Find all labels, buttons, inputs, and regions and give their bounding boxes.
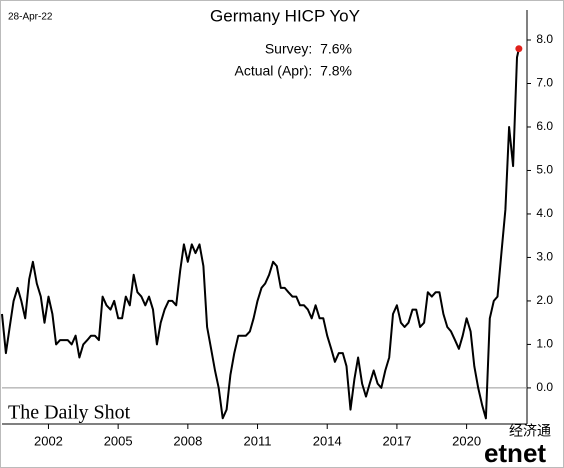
annotation-box: [208, 36, 358, 86]
last-point: [515, 45, 523, 53]
watermark: 经济通: [509, 423, 551, 439]
chart-title: Germany HICP YoY: [210, 6, 360, 25]
y-tick-label: 1.0: [536, 337, 553, 351]
y-tick-label: 2.0: [536, 293, 553, 307]
annotation: Actual (Apr): 7.8%: [235, 63, 353, 79]
y-tick-label: 8.0: [536, 32, 553, 46]
date: 28-Apr-22: [8, 12, 53, 23]
x-tick-label: 2005: [104, 433, 133, 448]
y-tick-label: 7.0: [536, 76, 553, 90]
y-tick-label: 4.0: [536, 206, 553, 220]
watermark: etnet: [484, 438, 546, 468]
x-tick-label: 2008: [173, 433, 202, 448]
x-tick-label: 2002: [34, 433, 63, 448]
x-tick-label: 2011: [244, 433, 272, 448]
y-tick-label: 6.0: [536, 119, 553, 133]
y-tick-label: 3.0: [536, 250, 553, 264]
x-tick-label: 2014: [313, 433, 342, 448]
x-tick-label: 2017: [382, 433, 411, 448]
annotation: Survey: 7.6%: [265, 41, 352, 57]
line: [1, 48, 520, 420]
y-tick-label: 5.0: [536, 163, 553, 177]
source-logo: The Daily Shot: [8, 402, 131, 424]
x-tick-label: 2020: [452, 433, 481, 448]
y-tick-label: 0.0: [536, 380, 553, 394]
